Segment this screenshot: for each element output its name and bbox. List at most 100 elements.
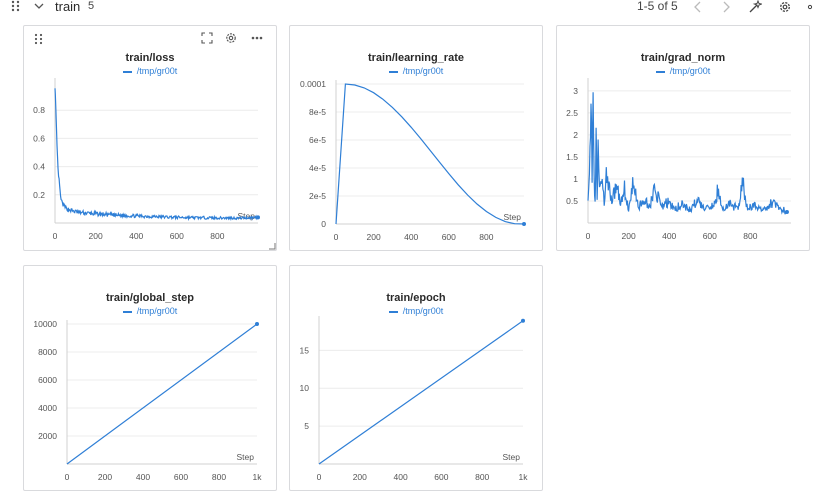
pagination-label: 1-5 of 5 <box>637 0 678 13</box>
legend: /tmp/gr00t <box>290 306 542 316</box>
x-tick-label: 600 <box>703 231 717 241</box>
chart-train-epoch[interactable]: 5 10 15 0 200 400 600 800 1k Step <box>290 266 544 492</box>
chevron-down-icon[interactable] <box>34 1 44 11</box>
y-tick-label: 10 <box>300 383 310 393</box>
gear-icon[interactable] <box>778 0 792 14</box>
y-tick-label: 0.8 <box>33 105 45 115</box>
panel-title: train/learning_rate <box>368 52 464 64</box>
x-tick-label: 0 <box>317 472 322 482</box>
more-icon[interactable] <box>250 32 264 44</box>
chart-train-global-step[interactable]: 2000 4000 6000 8000 10000 0 200 400 600 800 1k Step <box>24 266 278 492</box>
series-line <box>587 92 788 215</box>
series-line <box>66 323 258 465</box>
x-tick-label: 0 <box>53 231 58 241</box>
y-tick-label: 10000 <box>33 319 57 329</box>
series-line <box>335 83 525 225</box>
y-tick-label: 0 <box>321 219 326 229</box>
x-axis-label: Step <box>237 452 255 462</box>
series-end-point <box>784 209 789 214</box>
chevron-right-icon[interactable] <box>719 0 733 14</box>
y-tick-label: 8e-5 <box>309 107 326 117</box>
y-tick-label: 2e-5 <box>309 191 326 201</box>
series-end-point <box>521 318 525 323</box>
legend-swatch <box>122 310 132 313</box>
chart-train-grad-norm[interactable]: 0.5 1 1.5 2 2.5 3 0 200 400 600 800 <box>557 26 811 252</box>
x-tick-label: 800 <box>743 231 757 241</box>
y-tick-label: 4000 <box>38 403 57 413</box>
y-tick-label: 0.5 <box>566 196 578 206</box>
y-tick-label: 6000 <box>38 375 57 385</box>
x-tick-label: 400 <box>662 231 676 241</box>
series-line <box>318 320 524 465</box>
legend-label: /tmp/gr00t <box>669 66 711 76</box>
legend: /tmp/gr00t <box>290 66 542 76</box>
x-tick-label: 400 <box>136 472 150 482</box>
legend-label: /tmp/gr00t <box>402 66 444 76</box>
x-tick-label: 600 <box>434 472 448 482</box>
x-tick-label: 0 <box>586 231 591 241</box>
y-tick-label: 3 <box>573 86 578 96</box>
legend-swatch <box>122 70 132 73</box>
x-tick-label: 600 <box>442 232 456 242</box>
y-tick-label: 0.6 <box>33 133 45 143</box>
y-tick-label: 15 <box>300 345 310 355</box>
legend-label: /tmp/gr00t <box>402 306 444 316</box>
x-tick-label: 200 <box>89 231 103 241</box>
y-tick-label: 8000 <box>38 347 57 357</box>
panel-train-learning-rate[interactable]: train/learning_rate /tmp/gr00t 0 2e-5 4e-5… <box>289 25 543 251</box>
panel-title: train/loss <box>125 52 175 64</box>
x-tick-label: 800 <box>479 232 493 242</box>
legend-swatch <box>388 70 398 73</box>
x-axis-label: Step <box>503 452 521 462</box>
legend-swatch <box>655 70 665 73</box>
section-count-badge: 5 <box>88 0 95 12</box>
chevron-left-icon[interactable] <box>691 0 705 14</box>
x-tick-label: 600 <box>170 231 184 241</box>
panel-train-global-step[interactable]: train/global_step /tmp/gr00t 2000 4000 600… <box>23 265 277 491</box>
y-tick-label: 1 <box>573 174 578 184</box>
x-tick-label: 400 <box>394 472 408 482</box>
x-tick-label: 0 <box>65 472 70 482</box>
panel-train-epoch[interactable]: train/epoch /tmp/gr00t 5 10 15 0 200 400 600 80… <box>289 265 543 491</box>
resize-handle-icon[interactable] <box>268 242 276 250</box>
y-tick-label: 2.5 <box>566 108 578 118</box>
y-tick-label: 0.4 <box>33 162 45 172</box>
x-tick-label: 800 <box>210 231 224 241</box>
chart-train-learning-rate[interactable]: 0 2e-5 4e-5 6e-5 8e-5 0.0001 0 200 400 600 800 Step <box>290 26 544 252</box>
y-tick-label: 0.0001 <box>300 79 326 89</box>
x-tick-label: 200 <box>353 472 367 482</box>
y-tick-label: 4e-5 <box>309 163 326 173</box>
panel-title: train/global_step <box>105 292 195 304</box>
y-tick-label: 0.2 <box>33 190 45 200</box>
legend-label: /tmp/gr00t <box>136 306 178 316</box>
y-tick-label: 5 <box>304 421 309 431</box>
drag-handle-icon[interactable] <box>33 33 45 45</box>
x-tick-label: 800 <box>475 472 489 482</box>
x-tick-label: 400 <box>129 231 143 241</box>
x-tick-label: 0 <box>334 232 339 242</box>
legend-swatch <box>388 310 398 313</box>
legend: /tmp/gr00t <box>24 66 276 76</box>
y-tick-label: 6e-5 <box>309 135 326 145</box>
panel-title: train/epoch <box>386 292 446 304</box>
panel-train-loss[interactable]: train/loss /tmp/gr00t 0.2 0.4 0.6 0.8 0 200 40… <box>23 25 277 251</box>
x-axis-label: Step <box>504 212 522 222</box>
x-tick-label: 400 <box>404 232 418 242</box>
gear-icon[interactable] <box>225 32 237 44</box>
magic-wand-icon[interactable] <box>748 0 762 14</box>
section-header: train 5 1-5 of 5 <box>0 0 813 16</box>
section-title[interactable]: train <box>55 0 81 14</box>
series-end-point <box>522 222 526 226</box>
panel-train-grad-norm[interactable]: train/grad_norm /tmp/gr00t 0.5 1 1.5 2 2.5 3 0… <box>556 25 810 251</box>
x-tick-label: 600 <box>174 472 188 482</box>
more-icon[interactable] <box>806 0 813 14</box>
fullscreen-icon[interactable] <box>201 32 213 44</box>
legend: /tmp/gr00t <box>557 66 809 76</box>
legend-label: /tmp/gr00t <box>136 66 178 76</box>
series-end-point <box>256 215 260 220</box>
x-tick-label: 1k <box>519 472 529 482</box>
panel-title: train/grad_norm <box>640 52 726 64</box>
series-line <box>54 88 259 222</box>
drag-handle-icon[interactable] <box>11 0 21 12</box>
